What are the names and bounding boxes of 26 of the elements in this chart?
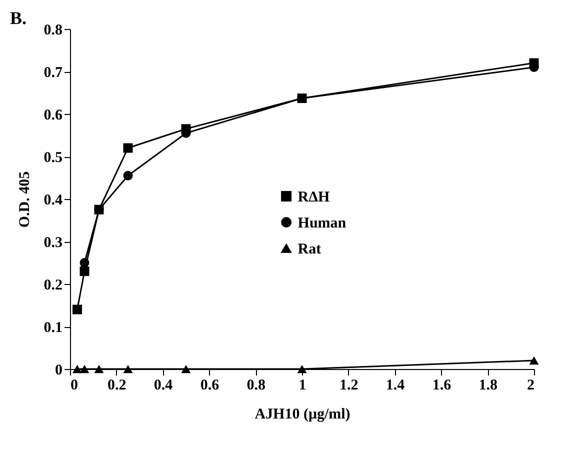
y-tick-label: 0.4 [44,192,63,208]
x-tick-label: 2 [527,378,534,394]
legend-label: Human [298,215,347,232]
y-tick-label: 0.2 [44,278,62,294]
y-axis-title: O.D. 405 [16,171,33,228]
chart-title: B. [10,8,27,28]
x-tick-label: 0 [70,378,78,394]
x-tick-label: 1.2 [340,378,358,394]
y-tick-label: 0.5 [44,150,62,166]
legend-label: Rat [298,241,322,258]
x-tick-label: 1.6 [432,378,452,394]
x-tick-label: 1.4 [386,378,406,394]
y-tick-label: 0.1 [44,320,62,336]
x-tick-label: 0.8 [246,378,266,394]
y-tick-label: 0.7 [44,65,63,81]
y-tick-label: 0.6 [44,108,63,124]
y-tick-label: 0.8 [44,22,62,38]
y-tick-label: 0.3 [44,235,62,251]
x-tick-label: 0.2 [108,378,126,394]
x-axis-title: AJH10 (μg/ml) [254,406,350,422]
legend-label: RΔH [298,189,330,206]
x-tick-label: 0.6 [200,378,220,394]
y-tick-label: 0 [55,362,62,378]
x-tick-label: 0.4 [154,378,174,394]
x-tick-label: 1.8 [478,378,498,394]
x-tick-label: 1 [298,378,306,394]
